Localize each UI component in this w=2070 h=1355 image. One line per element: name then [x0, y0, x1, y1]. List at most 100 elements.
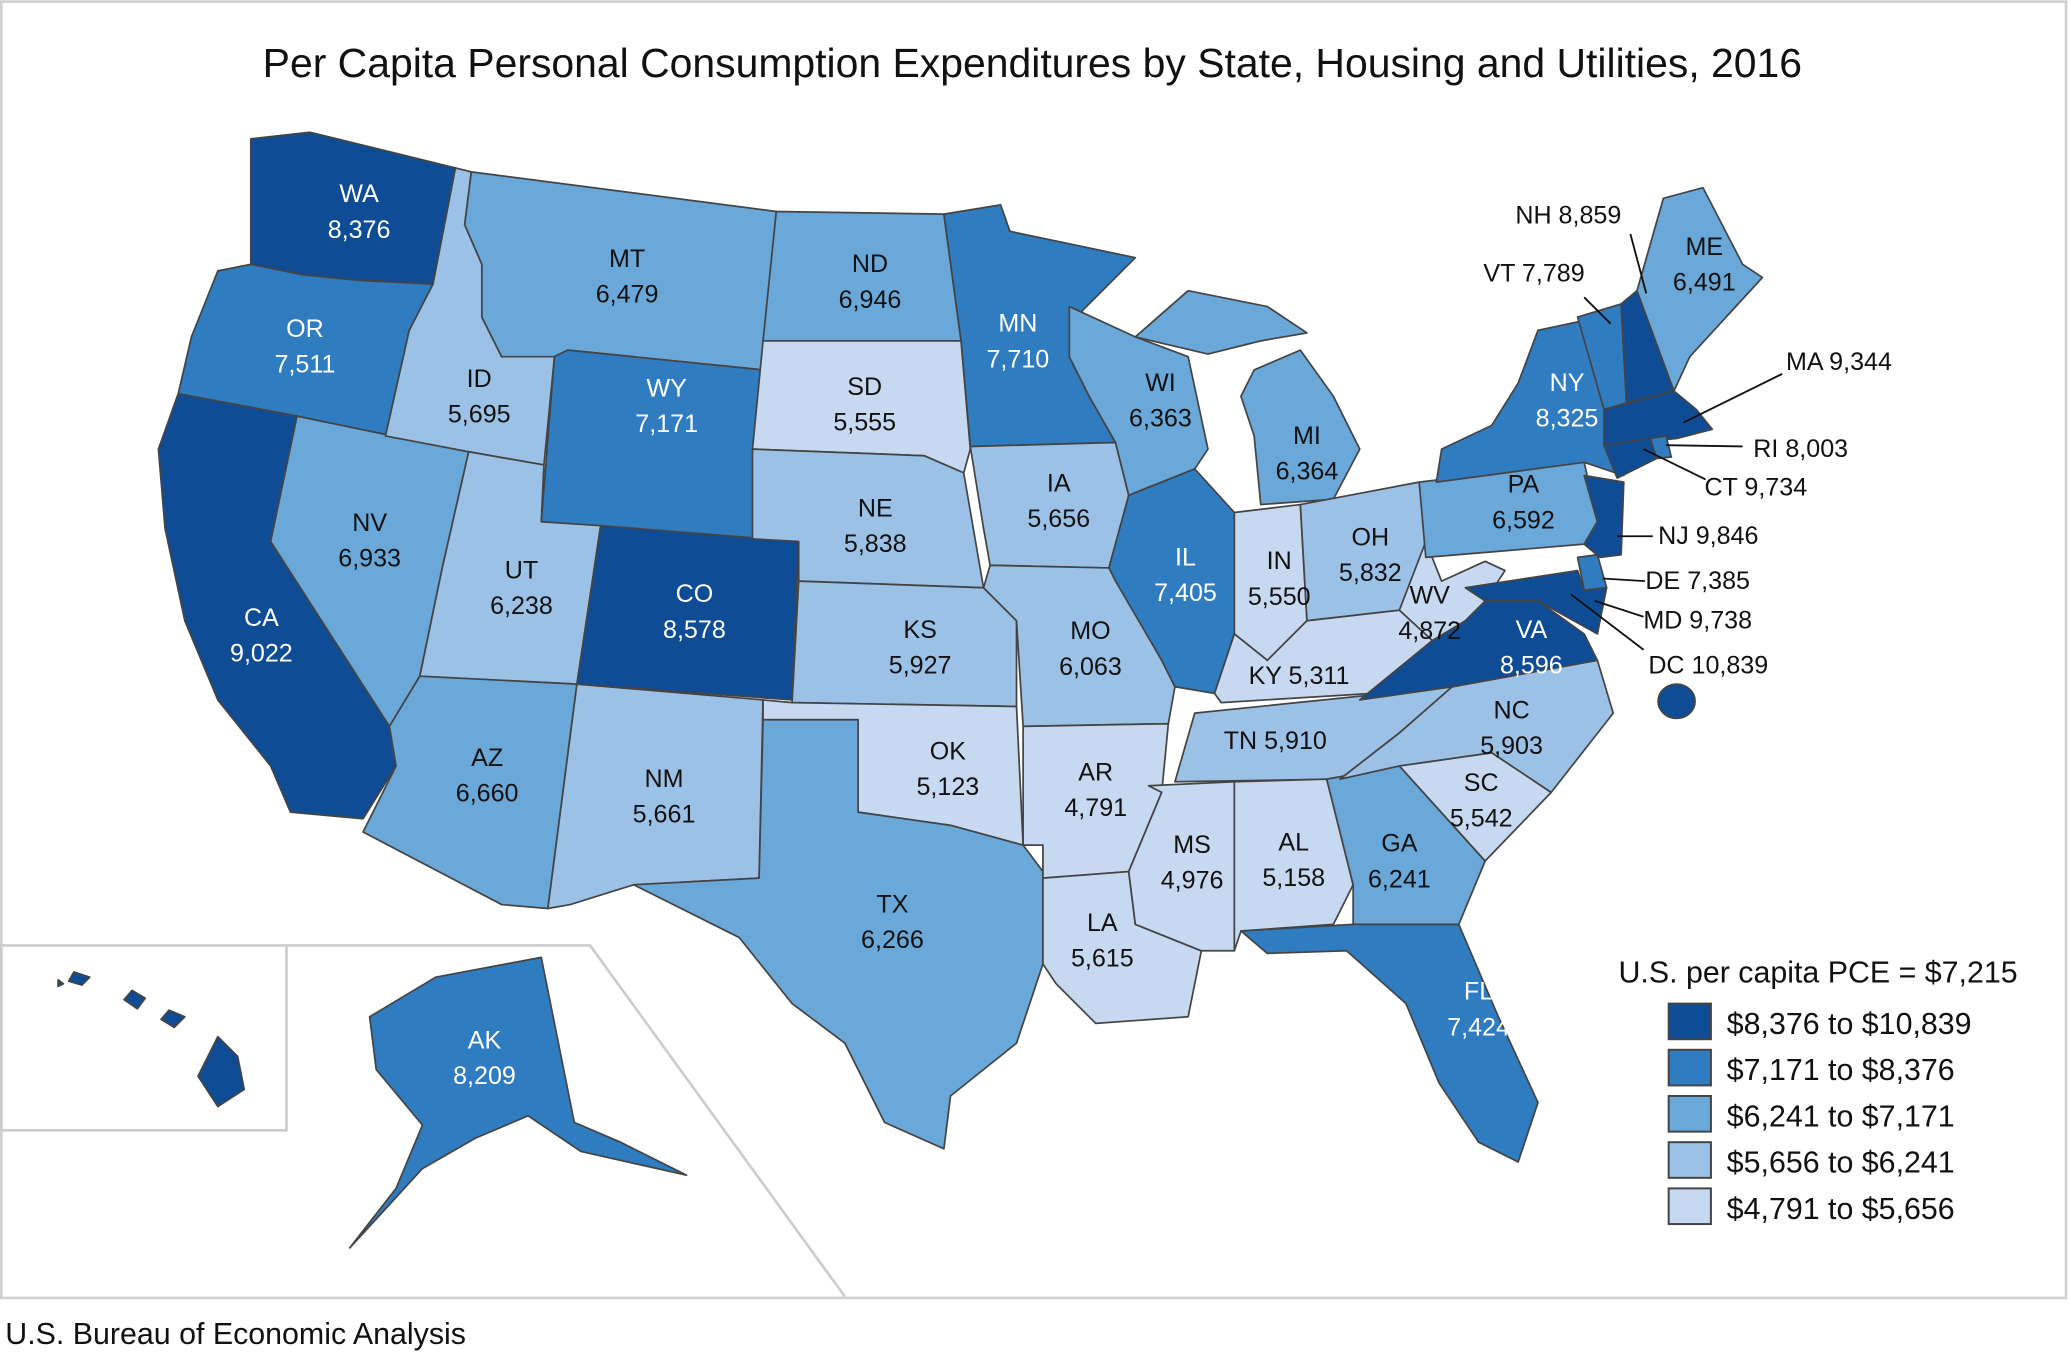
state-ri	[1649, 435, 1673, 460]
state-value-label: 6,266	[861, 926, 924, 954]
state-abbr-label: WI	[1145, 369, 1176, 397]
state-abbr-label: LA	[1087, 909, 1118, 937]
state-value-label: 8,209	[453, 1062, 516, 1090]
leader-line	[1583, 296, 1612, 325]
map-title: Per Capita Personal Consumption Expendit…	[263, 40, 1802, 86]
state-value-label: 5,555	[833, 409, 896, 437]
state-label: TN 5,910	[1224, 727, 1327, 755]
state-tx	[632, 718, 1044, 1150]
leader-line	[1594, 600, 1644, 618]
state-value-label: 5,661	[633, 801, 696, 829]
legend-label: $4,791 to $5,656	[1727, 1193, 1955, 1226]
state-value-label: 6,592	[1492, 506, 1555, 534]
state-abbr-label: FL	[1464, 978, 1493, 1006]
state-abbr-label: ME	[1686, 233, 1724, 261]
state-value-label: 5,615	[1071, 945, 1134, 973]
state-label: KY 5,311	[1249, 662, 1350, 690]
state-abbr-label: HI	[80, 1037, 105, 1065]
state-value-label: 7,710	[986, 345, 1049, 373]
state-fl	[1240, 923, 1539, 1163]
legend-label: $8,376 to $10,839	[1727, 1008, 1972, 1041]
state-value-label: 8,325	[1536, 405, 1599, 433]
state-dc	[1657, 683, 1696, 720]
state-value-label: 6,491	[1673, 269, 1736, 297]
state-label: CT 9,734	[1704, 473, 1807, 501]
labels-layer: WA 8,376 OR 7,511 CA 9,022 NV 6,933 ID 5,695 MT 6,4…	[61, 180, 1892, 1100]
state-abbr-label: GA	[1381, 830, 1418, 858]
state-abbr-label: NE	[858, 494, 893, 522]
state-abbr-label: OH	[1352, 523, 1390, 551]
state-value-label: 8,376	[328, 216, 391, 244]
state-abbr-label: AL	[1278, 828, 1309, 856]
state-label: DC 10,839	[1648, 652, 1768, 680]
state-abbr-label: AR	[1078, 758, 1113, 786]
state-value-label: 5,158	[1262, 864, 1325, 892]
state-value-label: 6,363	[1129, 405, 1192, 433]
state-value-label: 6,933	[338, 545, 401, 573]
state-abbr-label: CA	[244, 604, 279, 632]
state-value-label: 6,479	[596, 281, 659, 309]
state-label: RI 8,003	[1753, 435, 1848, 463]
state-value-label: 9,142	[61, 1073, 124, 1101]
state-value-label: 6,063	[1059, 653, 1122, 681]
legend: U.S. per capita PCE = $7,215 $8,376 to $…	[1619, 956, 2018, 1225]
state-value-label: 5,832	[1339, 559, 1402, 587]
states-layer	[57, 131, 1764, 1249]
state-abbr-label: MO	[1070, 617, 1110, 645]
state-me	[1636, 186, 1764, 392]
state-value-label: 7,405	[1154, 579, 1217, 607]
state-md	[1464, 569, 1608, 635]
state-abbr-label: IN	[1267, 547, 1292, 575]
state-value-label: 6,241	[1368, 865, 1431, 893]
state-abbr-label: ND	[852, 250, 888, 278]
state-hi	[57, 978, 65, 988]
legend-label: $7,171 to $8,376	[1727, 1054, 1955, 1087]
state-abbr-label: VA	[1516, 616, 1548, 644]
state-abbr-label: MT	[609, 245, 645, 273]
legend-heading: U.S. per capita PCE = $7,215	[1619, 956, 2018, 989]
state-abbr-label: NY	[1550, 369, 1585, 397]
state-co	[576, 524, 800, 701]
legend-swatch	[1667, 1048, 1712, 1087]
state-ks	[791, 580, 1018, 708]
state-abbr-label: NC	[1493, 696, 1529, 724]
state-value-label: 5,927	[889, 652, 952, 680]
state-nj	[1583, 474, 1625, 559]
state-abbr-label: MN	[998, 310, 1037, 338]
state-abbr-label: NV	[352, 509, 387, 537]
state-abbr-label: CO	[676, 580, 714, 608]
leader-line	[1629, 233, 1648, 294]
state-nc	[1339, 659, 1615, 794]
state-abbr-label: ID	[467, 365, 492, 393]
state-value-label: 5,123	[916, 773, 979, 801]
legend-swatch	[1667, 1002, 1712, 1041]
state-abbr-label: KS	[903, 616, 936, 644]
state-hi	[123, 989, 147, 1010]
legend-swatch	[1667, 1094, 1712, 1133]
state-abbr-label: WY	[646, 374, 687, 402]
state-nm	[547, 683, 764, 910]
state-hi	[160, 1009, 186, 1029]
state-value-label: 5,838	[844, 530, 907, 558]
map-frame	[0, 0, 2068, 1300]
state-value-label: 6,238	[490, 592, 553, 620]
state-abbr-label: WA	[339, 180, 379, 208]
state-value-label: 6,660	[456, 780, 519, 808]
leader-line	[1643, 448, 1707, 481]
state-label: DE 7,385	[1645, 567, 1750, 595]
legend-swatch	[1667, 1141, 1712, 1179]
state-value-label: 8,596	[1500, 652, 1563, 680]
state-mi	[1134, 289, 1308, 355]
state-value-label: 5,903	[1480, 732, 1543, 760]
state-abbr-label: MS	[1173, 831, 1211, 859]
state-abbr-label: AK	[468, 1026, 502, 1054]
state-abbr-label: IA	[1047, 469, 1071, 497]
legend-label: $6,241 to $7,171	[1727, 1100, 1955, 1133]
source-credit: U.S. Bureau of Economic Analysis	[5, 1318, 466, 1351]
alaska-inset-frame	[286, 944, 846, 1298]
state-abbr-label: IL	[1175, 543, 1196, 571]
leader-line	[1602, 577, 1645, 583]
legend-swatch	[1667, 1187, 1712, 1226]
state-value-label: 5,542	[1450, 805, 1513, 833]
